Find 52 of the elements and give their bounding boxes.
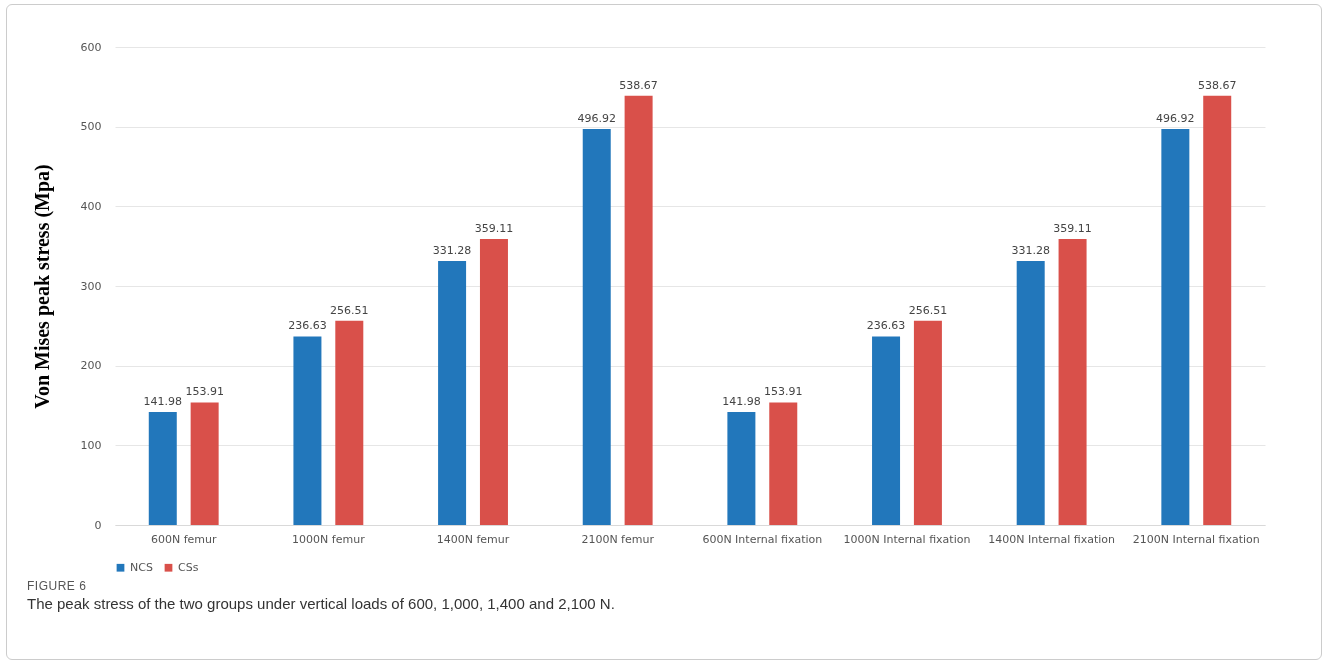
y-tick-label: 300 bbox=[80, 279, 102, 293]
bar bbox=[1161, 129, 1190, 525]
y-axis-title: Von Mises peak stress (Mpa) bbox=[30, 164, 54, 409]
bar bbox=[727, 411, 756, 525]
x-tick-label: 1400N femur bbox=[436, 532, 510, 546]
data-label: 256.51 bbox=[330, 303, 369, 317]
bar bbox=[1203, 95, 1232, 525]
data-label: 236.63 bbox=[288, 319, 327, 333]
data-label: 496.92 bbox=[577, 112, 616, 126]
x-tick-label: 1000N femur bbox=[292, 532, 366, 546]
bar bbox=[582, 129, 611, 525]
data-label: 153.91 bbox=[185, 385, 224, 399]
caption: FIGURE 6 bbox=[27, 579, 88, 593]
data-label: 141.98 bbox=[143, 394, 183, 408]
bar bbox=[769, 402, 798, 525]
x-tick-label: 600N femur bbox=[150, 532, 217, 546]
x-tick-label: 2100N Internal fixation bbox=[1132, 532, 1260, 546]
data-label: 141.98 bbox=[722, 394, 761, 408]
y-tick-label: 200 bbox=[80, 359, 102, 373]
y-tick-label: 400 bbox=[80, 199, 102, 213]
data-label: 256.51 bbox=[908, 303, 948, 317]
bar bbox=[148, 411, 177, 525]
x-tick-label: 2100N femur bbox=[581, 532, 655, 546]
x-tick-label: 1000N Internal fixation bbox=[843, 532, 971, 546]
data-label: 236.63 bbox=[866, 319, 906, 333]
data-label: 359.11 bbox=[1053, 221, 1092, 235]
legend-label: NCS bbox=[130, 560, 153, 574]
x-tick-label: 1400N Internal fixation bbox=[988, 532, 1116, 546]
bar bbox=[190, 402, 219, 525]
data-label: 538.67 bbox=[619, 78, 658, 92]
data-label: 331.28 bbox=[432, 244, 472, 258]
data-label: 153.91 bbox=[764, 385, 803, 399]
bar bbox=[335, 320, 364, 525]
bar bbox=[624, 95, 653, 525]
data-label: 359.11 bbox=[474, 221, 514, 235]
y-tick-label: 600 bbox=[80, 40, 102, 54]
data-label: 538.67 bbox=[1197, 78, 1237, 92]
x-tick-label: 600N Internal fixation bbox=[702, 532, 823, 546]
text: The peak stress of the two groups under vertical loads of 600, 1,000, 1,400 and 2,100 N. bbox=[27, 595, 616, 612]
y-tick-label: 0 bbox=[94, 518, 102, 532]
bar bbox=[1058, 238, 1087, 525]
bar bbox=[479, 238, 508, 525]
bar bbox=[438, 261, 467, 525]
legend-label: CSs bbox=[178, 560, 199, 574]
bar bbox=[1016, 261, 1045, 525]
bar bbox=[913, 320, 942, 525]
data-label: 331.28 bbox=[1011, 244, 1050, 258]
data-label: 496.92 bbox=[1156, 112, 1195, 126]
y-tick-label: 500 bbox=[80, 120, 102, 134]
bar bbox=[872, 336, 901, 525]
y-tick-label: 100 bbox=[80, 438, 102, 452]
bar bbox=[293, 336, 322, 525]
